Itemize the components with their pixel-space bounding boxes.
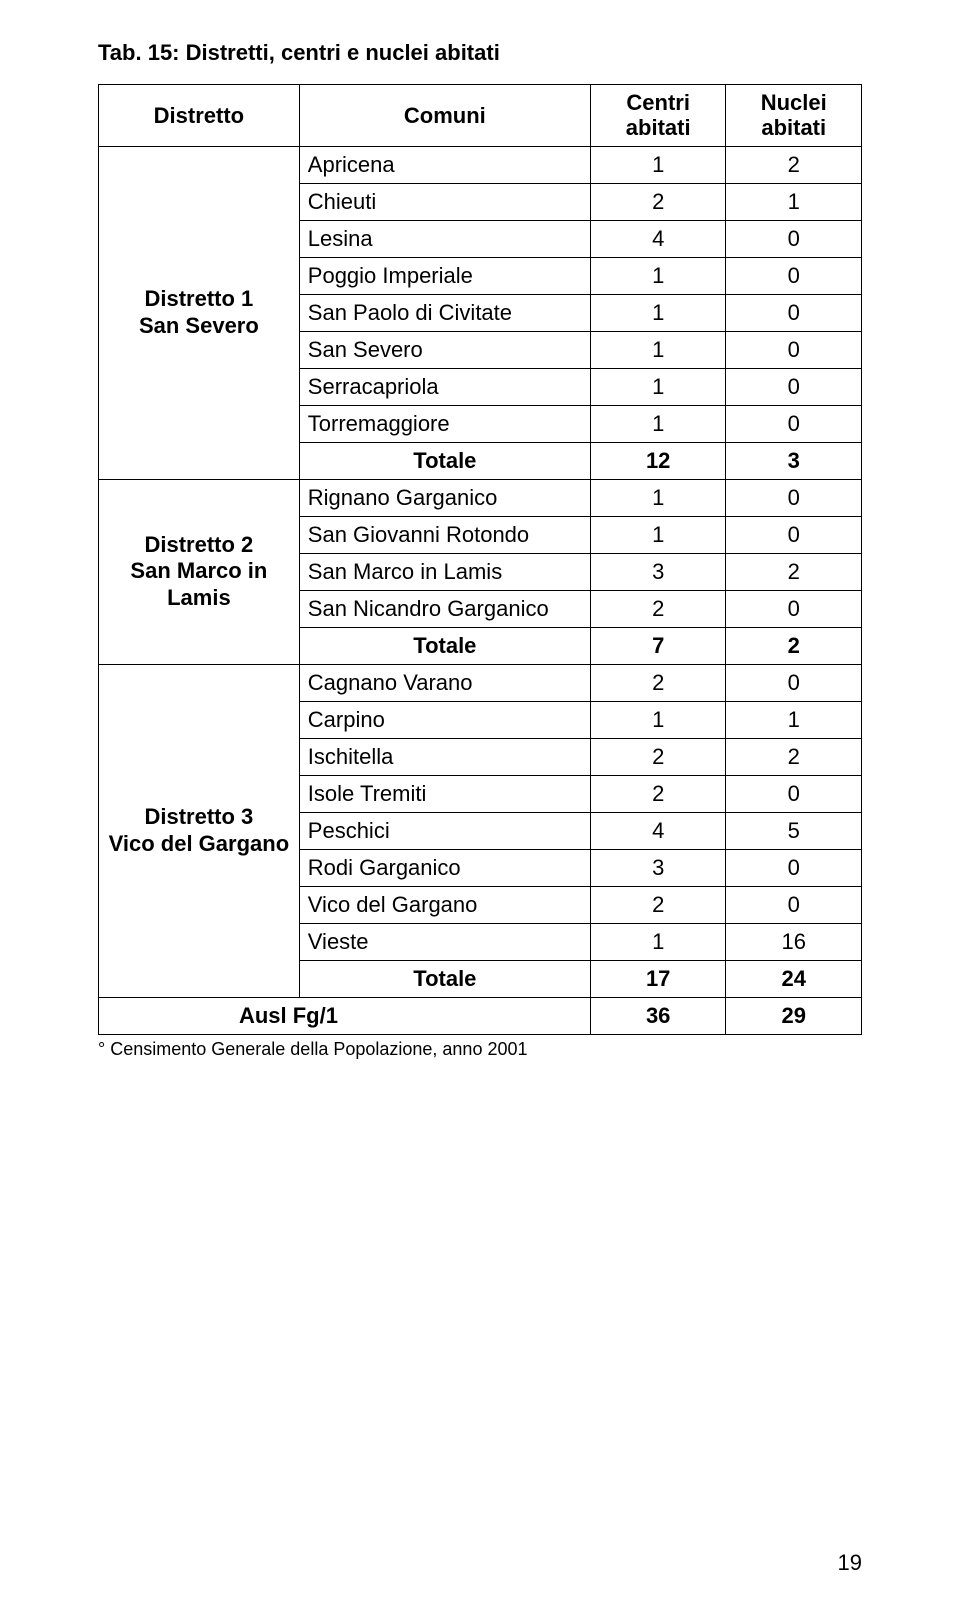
nuclei-value: 5 [726,812,862,849]
nuclei-value: 0 [726,590,862,627]
comune-name: Apricena [299,146,590,183]
table-title: Tab. 15: Distretti, centri e nuclei abit… [98,40,862,66]
comune-name: Serracapriola [299,368,590,405]
centri-value: 1 [590,331,726,368]
district-cell: Distretto 3Vico del Gargano [99,664,300,997]
nuclei-value: 0 [726,257,862,294]
centri-value: 3 [590,849,726,886]
centri-value: 2 [590,738,726,775]
data-table: DistrettoComuniCentriabitatiNucleiabitat… [98,84,862,1035]
nuclei-value: 0 [726,479,862,516]
total-label: Totale [299,960,590,997]
nuclei-value: 0 [726,331,862,368]
centri-value: 1 [590,479,726,516]
comune-name: Rodi Garganico [299,849,590,886]
centri-value: 2 [590,775,726,812]
total-label: Totale [299,627,590,664]
nuclei-value: 16 [726,923,862,960]
comune-name: San Marco in Lamis [299,553,590,590]
header-nuclei: Nucleiabitati [726,85,862,147]
comune-name: San Nicandro Garganico [299,590,590,627]
comune-name: Carpino [299,701,590,738]
comune-name: Ischitella [299,738,590,775]
page-number: 19 [838,1550,862,1576]
nuclei-value: 0 [726,664,862,701]
comune-name: Chieuti [299,183,590,220]
nuclei-value: 1 [726,183,862,220]
comune-name: San Severo [299,331,590,368]
district-cell: Distretto 2San Marco inLamis [99,479,300,664]
nuclei-value: 0 [726,886,862,923]
centri-value: 1 [590,516,726,553]
centri-value: 3 [590,553,726,590]
ausl-nuclei: 29 [726,997,862,1034]
header-centri: Centriabitati [590,85,726,147]
total-centri: 7 [590,627,726,664]
table-row: Distretto 3Vico del GarganoCagnano Varan… [99,664,862,701]
total-label: Totale [299,442,590,479]
nuclei-value: 0 [726,294,862,331]
total-nuclei: 3 [726,442,862,479]
nuclei-value: 2 [726,146,862,183]
nuclei-value: 0 [726,405,862,442]
nuclei-value: 0 [726,220,862,257]
centri-value: 4 [590,220,726,257]
header-comuni: Comuni [299,85,590,147]
table-row: Distretto 1San SeveroApricena12 [99,146,862,183]
comune-name: Isole Tremiti [299,775,590,812]
centri-value: 1 [590,146,726,183]
centri-value: 4 [590,812,726,849]
comune-name: Vieste [299,923,590,960]
nuclei-value: 1 [726,701,862,738]
header-distretto: Distretto [99,85,300,147]
comune-name: San Giovanni Rotondo [299,516,590,553]
comune-name: Poggio Imperiale [299,257,590,294]
header-row: DistrettoComuniCentriabitatiNucleiabitat… [99,85,862,147]
nuclei-value: 0 [726,516,862,553]
district-cell: Distretto 1San Severo [99,146,300,479]
total-nuclei: 24 [726,960,862,997]
centri-value: 1 [590,405,726,442]
nuclei-value: 2 [726,553,862,590]
ausl-centri: 36 [590,997,726,1034]
centri-value: 2 [590,183,726,220]
comune-name: Lesina [299,220,590,257]
table-row: Distretto 2San Marco inLamisRignano Garg… [99,479,862,516]
total-centri: 12 [590,442,726,479]
centri-value: 1 [590,368,726,405]
nuclei-value: 0 [726,849,862,886]
comune-name: Cagnano Varano [299,664,590,701]
total-centri: 17 [590,960,726,997]
centri-value: 1 [590,294,726,331]
centri-value: 1 [590,257,726,294]
nuclei-value: 0 [726,775,862,812]
nuclei-value: 0 [726,368,862,405]
nuclei-value: 2 [726,738,862,775]
centri-value: 2 [590,590,726,627]
centri-value: 1 [590,923,726,960]
comune-name: Torremaggiore [299,405,590,442]
centri-value: 1 [590,701,726,738]
ausl-row: Ausl Fg/13629 [99,997,862,1034]
ausl-label: Ausl Fg/1 [99,997,591,1034]
total-nuclei: 2 [726,627,862,664]
table-caption: ° Censimento Generale della Popolazione,… [98,1039,862,1060]
comune-name: Vico del Gargano [299,886,590,923]
centri-value: 2 [590,664,726,701]
comune-name: Peschici [299,812,590,849]
comune-name: San Paolo di Civitate [299,294,590,331]
comune-name: Rignano Garganico [299,479,590,516]
centri-value: 2 [590,886,726,923]
